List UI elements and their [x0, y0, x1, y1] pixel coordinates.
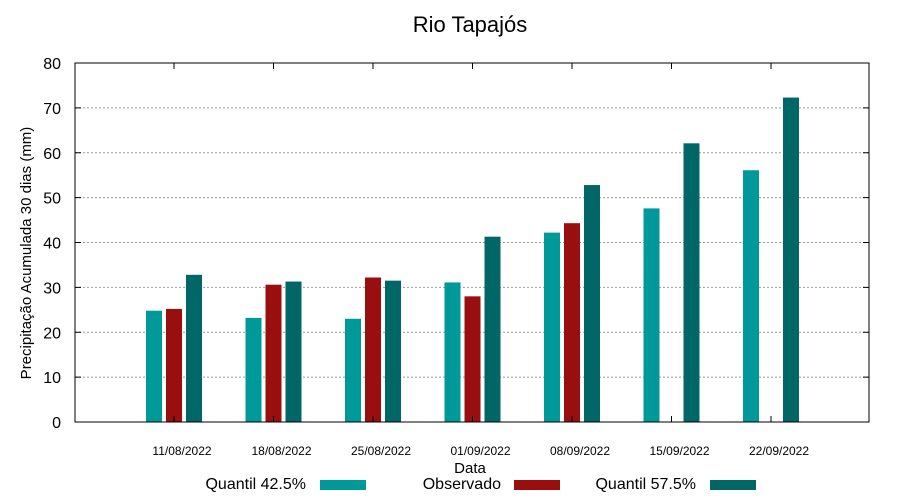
- bar-quantil-42-5-08-09-2022: [544, 232, 560, 422]
- bar-quantil-42-5-18-08-2022: [245, 317, 262, 422]
- bar-observado-01-09-2022: [464, 296, 481, 422]
- legend-swatch: [514, 480, 560, 490]
- bar-quantil-57-5-11-08-2022: [186, 274, 202, 422]
- bar-quantil-42-5-22-09-2022: [743, 170, 759, 422]
- y-tick-label: 30: [43, 280, 61, 297]
- chart-title: Rio Tapajós: [413, 12, 528, 37]
- x-tick-label: 15/09/2022: [649, 444, 709, 458]
- x-axis: 11/08/2022 18/08/2022 25/08/2022 01/09/2022…: [152, 63, 809, 458]
- bar-quantil-57-5-15-09-2022: [683, 143, 700, 423]
- y-axis-title: Precipitação Acumulada 30 dias (mm): [18, 127, 35, 380]
- bar-quantil-42-5-25-08-2022: [345, 318, 361, 422]
- legend-swatch: [320, 480, 366, 490]
- x-tick-label: 18/08/2022: [251, 444, 311, 458]
- x-tick-label: 01/09/2022: [450, 444, 510, 458]
- bar-quantil-57-5-22-09-2022: [783, 97, 799, 423]
- y-tick-label: 70: [43, 101, 61, 118]
- bar-observado-08-09-2022: [564, 223, 580, 422]
- bar-observado-18-08-2022: [265, 284, 282, 422]
- legend-swatch: [710, 480, 756, 490]
- y-tick-label: 80: [43, 56, 61, 73]
- legend: Quantil 42.5% Observado Quantil 57.5%: [205, 476, 756, 493]
- x-tick-label: 22/09/2022: [749, 444, 809, 458]
- x-axis-title: Data: [454, 460, 486, 477]
- y-tick-label: 20: [43, 325, 61, 342]
- bar-quantil-57-5-01-09-2022: [484, 236, 501, 422]
- bar-quantil-57-5-18-08-2022: [285, 281, 302, 422]
- bar-quantil-57-5-08-09-2022: [584, 185, 600, 422]
- bars: [146, 97, 799, 423]
- y-tick-label: 60: [43, 146, 61, 163]
- legend-label: Quantil 42.5%: [205, 476, 306, 493]
- x-tick-label: 08/09/2022: [550, 444, 610, 458]
- bar-quantil-42-5-11-08-2022: [146, 310, 162, 422]
- x-tick-label: 11/08/2022: [152, 444, 211, 458]
- bar-observado-11-08-2022: [166, 308, 182, 422]
- y-tick-label: 0: [52, 415, 61, 432]
- y-tick-label: 40: [43, 236, 61, 253]
- bar-quantil-57-5-25-08-2022: [385, 280, 401, 422]
- y-tick-label: 50: [43, 191, 61, 208]
- gridlines: [75, 107, 869, 378]
- legend-label: Quantil 57.5%: [595, 476, 696, 493]
- y-tick-label: 10: [43, 370, 61, 387]
- bar-quantil-42-5-01-09-2022: [444, 282, 461, 422]
- bar-quantil-42-5-15-09-2022: [643, 208, 660, 422]
- y-axis: 0 10 20 30 40 50 60 70 80: [43, 56, 869, 432]
- bar-observado-25-08-2022: [365, 277, 381, 422]
- legend-label: Observado: [423, 476, 501, 493]
- x-tick-label: 25/08/2022: [351, 444, 411, 458]
